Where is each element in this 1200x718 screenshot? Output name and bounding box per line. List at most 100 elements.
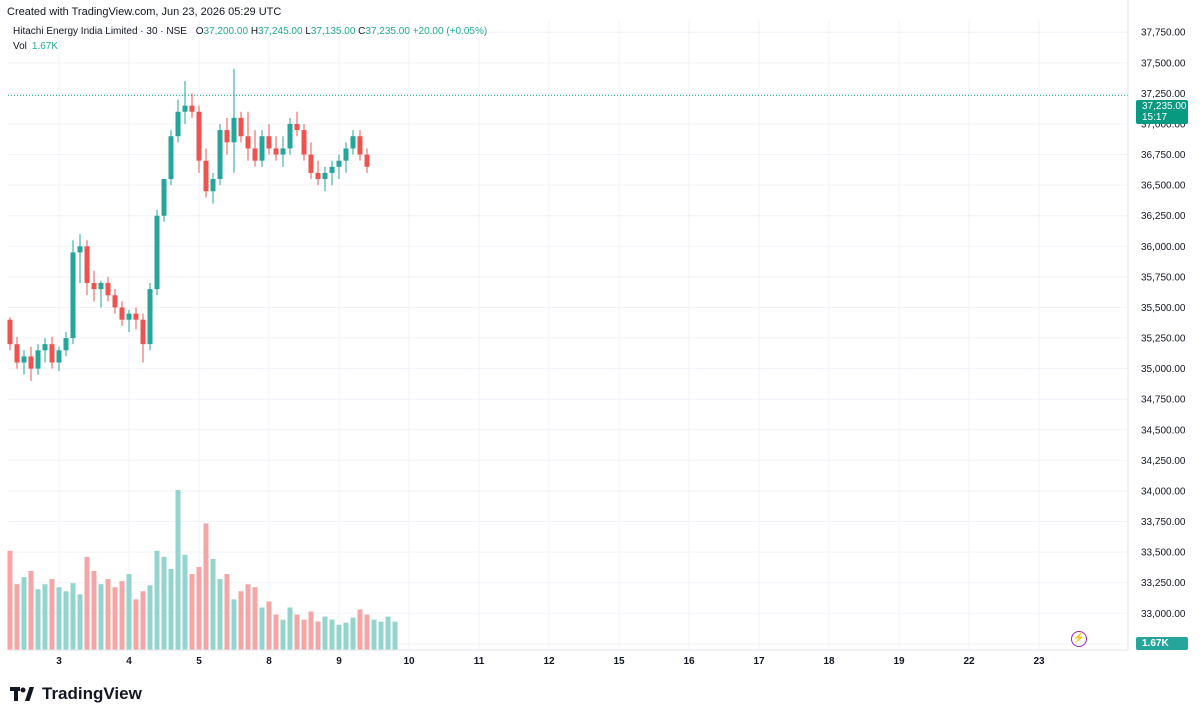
open-label: O — [195, 26, 204, 37]
volume-bar — [287, 607, 293, 650]
volume-bar — [63, 591, 69, 650]
brand-name: TradingView — [42, 684, 142, 703]
candle-body — [49, 344, 55, 363]
time-tick-label: 16 — [683, 656, 695, 667]
volume-bar — [49, 579, 55, 650]
candle-body — [77, 246, 83, 253]
candle-body — [70, 252, 76, 339]
time-tick-label: 4 — [126, 656, 132, 667]
symbol-legend: Hitachi Energy India Limited · 30 · NSE … — [13, 26, 487, 37]
time-tick-label: 22 — [963, 656, 975, 667]
lightning-icon[interactable]: ⚡ — [1071, 631, 1087, 647]
candle-body — [161, 179, 167, 216]
volume-bar — [56, 587, 62, 650]
last-price-value: 37,235.00 — [1142, 101, 1187, 112]
candle-body — [154, 215, 160, 290]
low-value: 37,135.00 — [310, 26, 356, 37]
price-tick-label: 36,000.00 — [1141, 242, 1186, 253]
tradingview-logo-icon — [10, 687, 34, 701]
time-tick-label: 10 — [403, 656, 415, 667]
candle-body — [7, 319, 13, 345]
price-tick-label: 37,250.00 — [1141, 89, 1186, 100]
candle-body — [287, 123, 293, 149]
volume-bar — [77, 594, 83, 650]
candle-body — [14, 344, 20, 363]
symbol-name: Hitachi Energy India Limited · 30 · NSE — [13, 26, 187, 37]
volume-bar — [84, 556, 90, 650]
candle-body — [322, 172, 328, 180]
price-tick-label: 36,750.00 — [1141, 150, 1186, 161]
price-tick-label: 37,750.00 — [1141, 28, 1186, 39]
candle-body — [119, 307, 125, 320]
time-tick-label: 8 — [266, 656, 272, 667]
volume-bar — [98, 584, 104, 650]
volume-bar — [7, 550, 13, 650]
candle-body — [343, 148, 349, 161]
volume-bar — [154, 550, 160, 650]
volume-bar — [343, 622, 349, 650]
price-tick-label: 36,500.00 — [1141, 181, 1186, 192]
volume-bar — [42, 584, 48, 650]
candle-body — [217, 130, 223, 180]
price-tick-label: 33,000.00 — [1141, 609, 1186, 620]
volume-bar — [21, 577, 27, 650]
price-axis[interactable]: 32,750.0033,000.0033,250.0033,500.0033,7… — [1141, 28, 1186, 651]
candle-body — [91, 283, 97, 290]
candle-body — [196, 111, 202, 161]
volume-bar — [105, 579, 111, 650]
volume-bar — [168, 568, 174, 650]
volume-bar — [175, 490, 181, 650]
time-tick-label: 23 — [1033, 656, 1045, 667]
volume-bar — [14, 584, 20, 650]
time-tick-label: 5 — [196, 656, 202, 667]
candle-body — [224, 130, 230, 143]
candle-body — [175, 111, 181, 137]
price-tick-label: 34,500.00 — [1141, 425, 1186, 436]
price-tick-label: 35,000.00 — [1141, 364, 1186, 375]
volume-bar — [140, 591, 146, 650]
brand-logo[interactable]: TradingView — [10, 684, 142, 704]
time-tick-label: 3 — [56, 656, 62, 667]
volume-bar — [266, 601, 272, 650]
volume-bars — [7, 490, 398, 650]
volume-legend: Vol 1.67K — [13, 41, 58, 52]
volume-bar — [273, 614, 279, 650]
price-tick-label: 34,750.00 — [1141, 395, 1186, 406]
candle-body — [56, 350, 62, 363]
volume-bar — [196, 566, 202, 650]
low-label: L — [305, 26, 311, 37]
candle-body — [294, 123, 300, 131]
volume-bar — [392, 621, 398, 650]
volume-bar — [217, 579, 223, 650]
candle-body — [98, 283, 104, 290]
candle-body — [63, 338, 69, 351]
candle-body — [189, 105, 195, 112]
volume-bar — [301, 619, 307, 650]
price-tick-label: 33,250.00 — [1141, 578, 1186, 589]
candle-body — [168, 136, 174, 180]
candle-body — [280, 148, 286, 155]
candle-body — [350, 136, 356, 149]
candle-body — [238, 117, 244, 137]
candle-body — [245, 136, 251, 149]
time-tick-label: 17 — [753, 656, 765, 667]
price-tick-label: 33,500.00 — [1141, 548, 1186, 559]
time-tick-label: 18 — [823, 656, 835, 667]
candle-body — [357, 136, 363, 155]
time-axis[interactable]: 3 4 5 8 9 10 11 12 15 16 17 18 19 22 23 — [56, 656, 1045, 667]
candle-body — [308, 154, 314, 173]
volume-bar — [161, 556, 167, 650]
created-caption: Created with TradingView.com, Jun 23, 20… — [7, 6, 282, 18]
volume-bar — [364, 614, 370, 650]
bar-countdown: 15:17 — [1142, 112, 1168, 123]
price-tick-label: 37,000.00 — [1141, 119, 1186, 130]
volume-bar — [336, 624, 342, 650]
candle-body — [147, 289, 153, 345]
volume-bar — [133, 599, 139, 650]
volume-bar — [322, 616, 328, 650]
candle-body — [315, 172, 321, 180]
price-tick-label: 34,250.00 — [1141, 456, 1186, 467]
last-price-tag: 37,235.00 15:17 — [1136, 100, 1188, 124]
volume-bar — [259, 607, 265, 650]
